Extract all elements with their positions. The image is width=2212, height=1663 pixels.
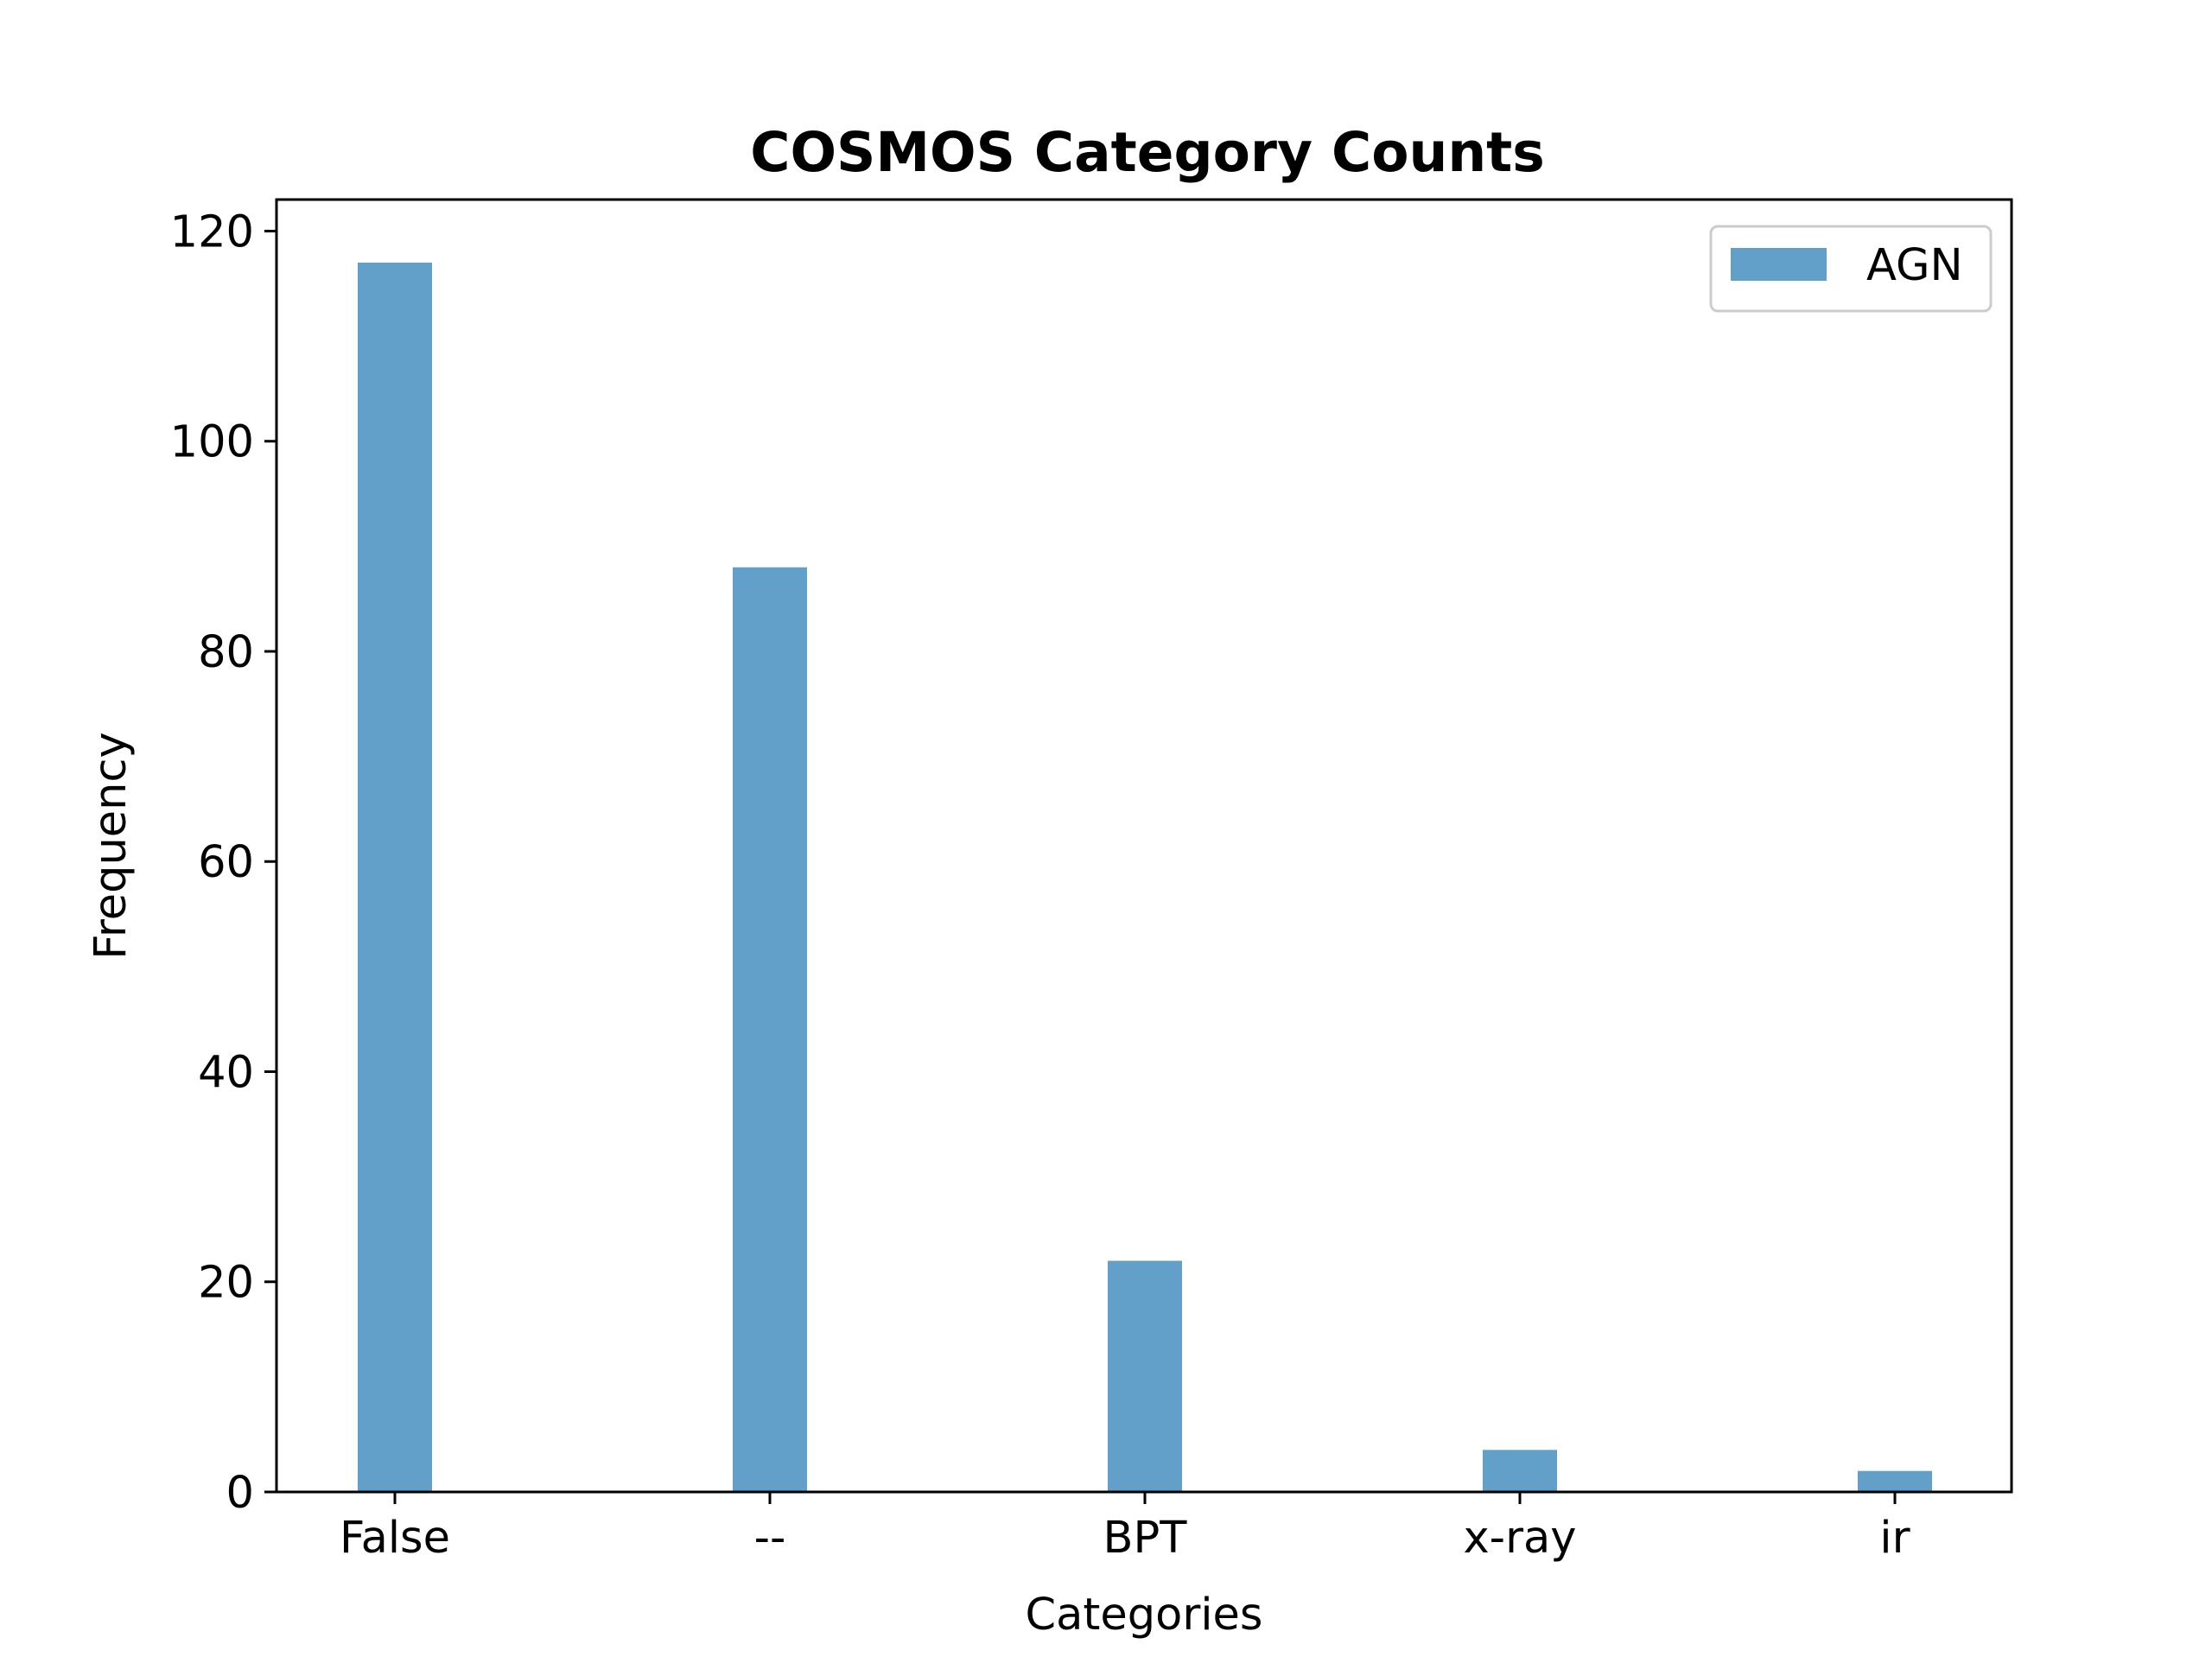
legend-swatch — [1731, 248, 1827, 281]
bar-1 — [358, 262, 432, 1493]
y-tick-label: 80 — [198, 627, 254, 678]
x-tick-label: False — [340, 1513, 450, 1564]
x-tick-label: x-ray — [1464, 1513, 1577, 1564]
y-tick-label: 120 — [170, 206, 254, 257]
x-tick-label: BPT — [1103, 1513, 1188, 1564]
x-tick-label: ir — [1879, 1513, 1910, 1564]
x-tick-label: -- — [754, 1513, 786, 1564]
y-tick-label: 60 — [198, 837, 254, 888]
bars-layer — [358, 262, 1932, 1493]
legend-label: AGN — [1866, 240, 1963, 291]
x-axis-ticks: False -- BPT x-ray ir — [340, 1492, 1910, 1564]
bar-2 — [733, 567, 807, 1492]
legend: AGN — [1709, 225, 1993, 313]
y-tick-label: 20 — [198, 1258, 254, 1309]
bar-3 — [1108, 1260, 1182, 1492]
y-axis-ticks: 0 20 40 60 80 100 120 — [170, 206, 276, 1519]
x-axis-label: Categories — [1026, 1590, 1263, 1641]
y-axis-label: Frequency — [86, 732, 137, 959]
y-tick-label: 0 — [226, 1468, 254, 1519]
y-tick-label: 40 — [198, 1047, 254, 1098]
bar-5 — [1858, 1470, 1932, 1492]
plot-frame — [275, 198, 2013, 1494]
chart-title: COSMOS Category Counts — [750, 121, 1545, 184]
y-tick-label: 100 — [170, 417, 254, 468]
bar-4 — [1483, 1450, 1557, 1492]
legend-box — [1709, 225, 1993, 313]
